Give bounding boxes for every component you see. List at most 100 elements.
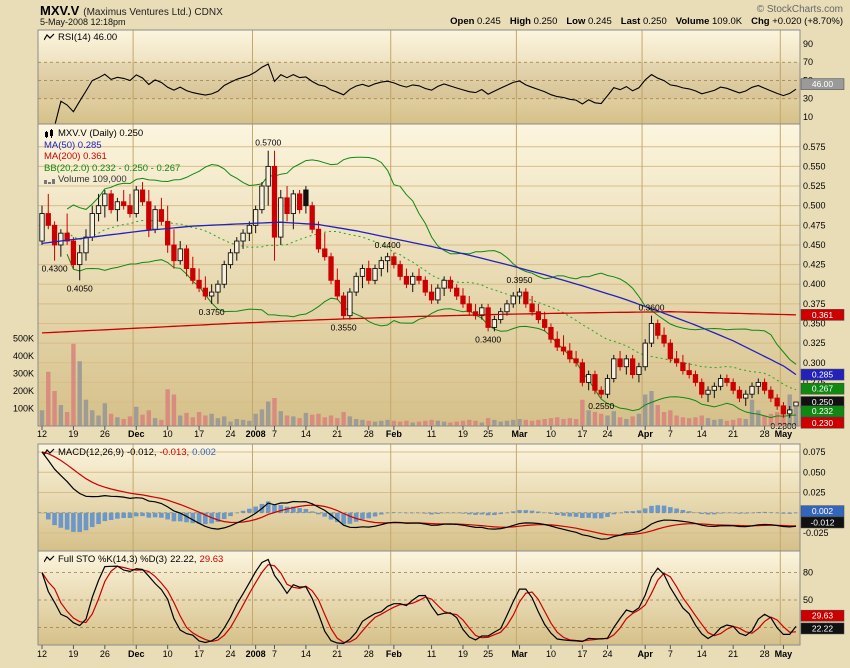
svg-text:24: 24 [602,649,612,659]
sto-k-line [41,558,797,645]
svg-text:17: 17 [194,649,204,659]
svg-text:Dec: Dec [128,429,145,439]
svg-text:0.4300: 0.4300 [42,264,68,274]
svg-text:0.3400: 0.3400 [475,334,501,344]
svg-text:17: 17 [577,429,587,439]
axis-labels: 0.575 0.550 0.525 0.500 0.475 0.450 0.425 0.400… [13,39,829,659]
svg-text:11: 11 [427,429,436,439]
stochastic-legend: Full STO %K(14,3) %D(3) 22.22, 29.63 [44,554,223,566]
svg-text:0.267: 0.267 [812,384,834,394]
svg-text:May: May [775,649,793,659]
svg-text:0.3550: 0.3550 [331,323,357,333]
svg-text:0.4050: 0.4050 [67,283,93,293]
svg-text:-0.012: -0.012 [810,517,834,527]
stochastic-lines [41,558,797,645]
sto-panel-background [38,551,800,645]
svg-text:0.230: 0.230 [812,418,834,428]
svg-text:7: 7 [668,649,673,659]
svg-text:14: 14 [697,429,707,439]
svg-text:0.425: 0.425 [803,260,826,270]
svg-text:11: 11 [427,649,436,659]
quote-value: 0.250 [530,16,558,27]
legend-text: 22.22, [170,554,197,566]
svg-text:0.361: 0.361 [812,310,834,320]
svg-text:0.285: 0.285 [812,370,834,380]
svg-text:7: 7 [668,429,673,439]
svg-text:0.575: 0.575 [803,142,826,152]
ma50-line [41,221,797,376]
svg-text:0.2550: 0.2550 [588,401,614,411]
svg-text:14: 14 [301,649,311,659]
svg-text:0.025: 0.025 [803,488,826,498]
svg-text:10: 10 [163,649,173,659]
svg-text:50: 50 [803,595,813,605]
svg-text:Feb: Feb [386,429,403,439]
svg-text:0.232: 0.232 [812,406,834,416]
svg-text:Apr: Apr [637,649,653,659]
svg-text:22.22: 22.22 [812,623,834,633]
svg-text:2008: 2008 [246,649,266,659]
svg-text:17: 17 [577,649,587,659]
legend-line: Volume 109,000 [44,174,180,186]
chart-header: MXV.V (Maximus Ventures Ltd.) CDNX [40,2,223,20]
svg-text:25: 25 [483,649,493,659]
svg-text:-0.025: -0.025 [803,528,829,538]
legend-text: 29.63 [199,554,224,566]
svg-text:2008: 2008 [246,429,266,439]
svg-text:21: 21 [332,429,342,439]
legend-line: MA(200) 0.361 [44,151,180,163]
legend-text: RSI(14) 46.00 [58,32,118,44]
legend-text: -0.013, [159,447,190,459]
legend-text: BB(20,2.0) 0.232 - 0.250 - 0.267 [44,162,181,174]
quote-summary: Open 0.245 High 0.250 Low 0.245 Last 0.250 V… [441,16,843,27]
svg-text:28: 28 [760,649,770,659]
svg-text:0.350: 0.350 [803,319,826,329]
svg-text:Mar: Mar [512,429,529,439]
rsi-line [54,63,797,124]
quote-value: +0.020 (+8.70%) [769,16,843,27]
quote-value: 0.245 [474,16,501,27]
svg-text:14: 14 [697,649,707,659]
svg-text:0.075: 0.075 [803,447,826,457]
price-legend: MXV.V (Daily) 0.250 MA(50) 0.285 MA(200) 0… [44,128,180,186]
rsi-legend: RSI(14) 46.00 [44,32,117,44]
legend-line: MXV.V (Daily) 0.250 [44,128,180,140]
legend-text: Full STO %K(14,3) %D(3) [58,554,168,566]
svg-text:17: 17 [194,429,204,439]
line-chart-icon [44,33,55,41]
svg-text:7: 7 [272,429,277,439]
quote-label: Low [566,16,586,27]
quote-label: Chg [751,16,770,27]
svg-text:29.63: 29.63 [812,611,834,621]
quote-label: Open [450,16,475,27]
quote-value: 0.250 [640,16,667,27]
candlestick-series [39,150,799,418]
svg-text:0.500: 0.500 [803,201,826,211]
svg-text:100K: 100K [13,404,34,414]
svg-text:0.525: 0.525 [803,181,826,191]
legend-text: 0.002 [192,447,216,459]
quote-label: Last [620,16,641,27]
svg-text:24: 24 [225,649,235,659]
svg-text:0.250: 0.250 [812,397,834,407]
quote-value: 0.245 [585,16,612,27]
svg-text:Mar: Mar [512,649,529,659]
svg-text:21: 21 [728,429,738,439]
quote-label: Volume [675,16,710,27]
svg-text:28: 28 [760,429,770,439]
ma200-line [41,311,797,334]
svg-text:7: 7 [272,649,277,659]
svg-text:0.400: 0.400 [803,279,826,289]
legend-text: Volume 109,000 [58,174,127,186]
svg-text:0.3600: 0.3600 [638,303,664,313]
rsi-panel-background [38,30,800,124]
ticker-symbol: MXV.V [40,3,80,18]
legend-line: RSI(14) 46.00 [44,32,117,44]
macd-lines [41,451,797,540]
macd-line [41,451,797,540]
svg-text:26: 26 [100,429,110,439]
volume-icon [44,179,55,185]
copyright-text: © StockCharts.com [756,4,843,15]
svg-text:0.375: 0.375 [803,299,826,309]
